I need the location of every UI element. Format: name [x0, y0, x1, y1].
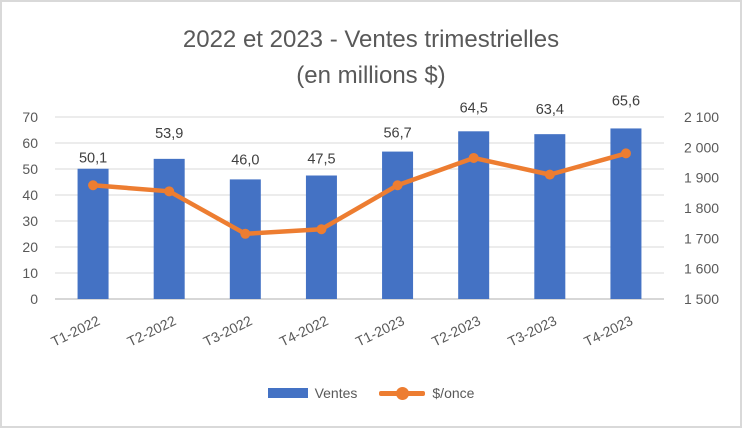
once-line-marker — [544, 169, 555, 180]
bar-data-label: 64,5 — [460, 100, 488, 116]
right-axis-tick-label: 1 800 — [684, 200, 719, 216]
once-line-marker — [88, 180, 99, 191]
left-axis-tick-label: 60 — [22, 135, 38, 151]
right-axis-tick-label: 1 600 — [684, 261, 719, 277]
bar-data-label: 50,1 — [79, 151, 107, 167]
x-axis-category-label: T4-2023 — [581, 312, 635, 349]
left-axis-tick-label: 30 — [22, 213, 38, 229]
once-line-marker — [392, 180, 403, 191]
x-axis-category-label: T2-2022 — [125, 312, 179, 349]
right-axis-tick-label: 2 100 — [684, 109, 719, 125]
left-axis-tick-label: 40 — [22, 187, 38, 203]
ventes-bar — [305, 175, 337, 299]
legend-item-ventes: Ventes — [267, 385, 358, 401]
ventes-bar — [229, 179, 261, 299]
ventes-bar-swatch — [267, 388, 308, 398]
bar-data-label: 63,4 — [536, 102, 564, 118]
left-axis-tick-label: 0 — [30, 291, 38, 307]
legend-label-ventes: Ventes — [314, 385, 358, 401]
once-line-swatch — [379, 386, 426, 400]
bar-data-label: 65,6 — [612, 93, 640, 109]
ventes-bar — [153, 158, 185, 299]
left-axis-tick-label: 70 — [22, 109, 38, 125]
bar-data-label: 56,7 — [383, 126, 411, 142]
ventes-bar — [534, 134, 566, 299]
once-line-marker — [620, 148, 631, 159]
once-line-marker — [164, 186, 175, 197]
bar-data-label: 53,9 — [155, 126, 183, 142]
once-line-swatch-marker — [396, 386, 410, 400]
chart-legend: Ventes $/once — [2, 385, 740, 401]
x-axis-category-label: T3-2023 — [505, 312, 559, 349]
once-line-marker — [240, 228, 251, 239]
right-axis-tick-label: 1 700 — [684, 230, 719, 246]
x-axis-category-label: T2-2023 — [429, 312, 483, 349]
left-axis-tick-label: 10 — [22, 265, 38, 281]
left-axis-tick-label: 20 — [22, 239, 38, 255]
bar-data-label: 47,5 — [307, 152, 335, 168]
legend-label-once: $/once — [432, 385, 475, 401]
right-axis-tick-label: 1 900 — [684, 170, 719, 186]
right-axis-tick-label: 2 000 — [684, 139, 719, 155]
x-axis-category-label: T3-2022 — [201, 312, 255, 349]
x-axis-category-label: T1-2022 — [48, 312, 102, 349]
bar-data-label: 46,0 — [231, 152, 259, 168]
once-line-marker — [468, 152, 479, 163]
once-line — [90, 151, 629, 237]
legend-item-once: $/once — [379, 385, 474, 401]
once-line-marker — [316, 224, 327, 235]
left-axis-tick-label: 50 — [22, 161, 38, 177]
ventes-bar — [77, 168, 109, 299]
x-axis-category-label: T1-2023 — [353, 312, 407, 349]
x-axis-category-label: T4-2022 — [277, 312, 331, 349]
ventes-bar — [382, 151, 414, 299]
right-axis-tick-label: 1 500 — [684, 291, 719, 307]
